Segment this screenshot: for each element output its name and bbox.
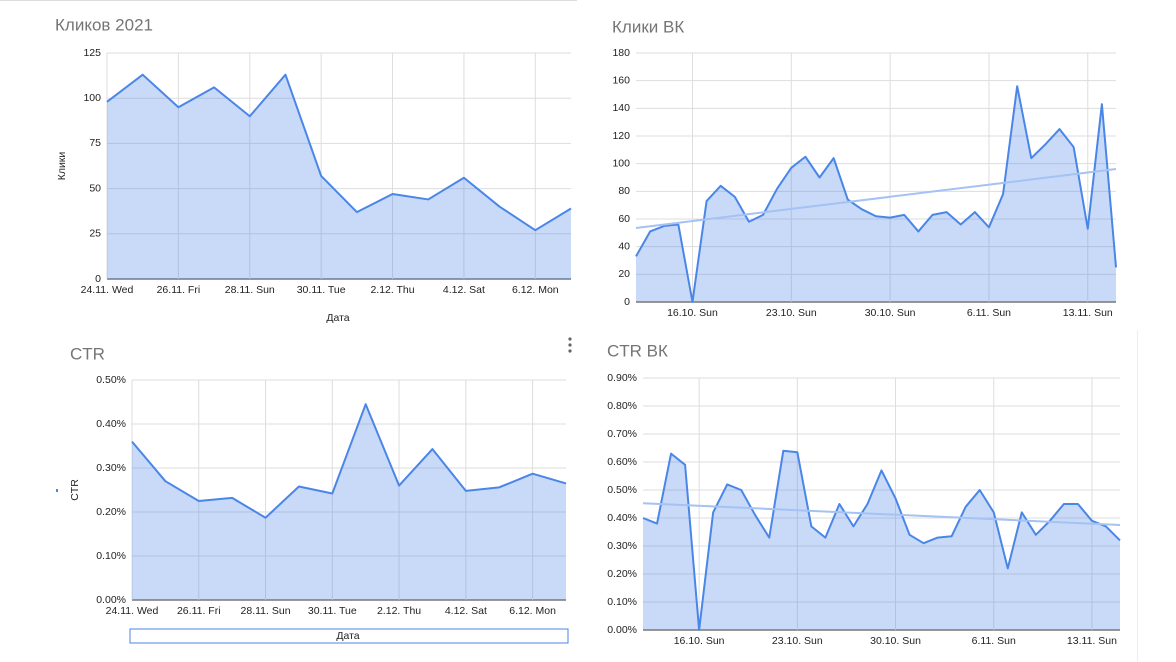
y-tick-label: 0.30% bbox=[607, 540, 637, 552]
y-tick-label: 0.40% bbox=[96, 418, 126, 430]
menu-dot bbox=[568, 337, 572, 341]
x-tick-label: 23.10. Sun bbox=[772, 635, 823, 647]
area-fill bbox=[636, 86, 1116, 302]
y-tick-label: 0.40% bbox=[607, 512, 637, 524]
y-tick-label: 120 bbox=[612, 130, 630, 142]
y-tick-label: 140 bbox=[612, 102, 630, 114]
x-tick-label: 16.10. Sun bbox=[674, 635, 725, 647]
x-tick-label: 23.10. Sun bbox=[766, 307, 817, 319]
y-tick-label: 50 bbox=[89, 182, 101, 194]
menu-dot bbox=[568, 343, 572, 347]
y-tick-label: 75 bbox=[89, 137, 101, 149]
line bbox=[642, 449, 1121, 631]
y-tick-label: 0.00% bbox=[607, 624, 637, 636]
area-fill bbox=[107, 74, 571, 279]
x-tick-label: 30.10. Sun bbox=[865, 307, 916, 319]
y-tick-label: 0.20% bbox=[96, 506, 126, 518]
menu-dot bbox=[568, 349, 572, 353]
y-tick-label: 0.00% bbox=[96, 594, 126, 606]
y-tick-label: 0.50% bbox=[607, 484, 637, 496]
line bbox=[131, 403, 567, 519]
x-tick-label: 26.11. Fri bbox=[177, 605, 221, 617]
x-tick-label: 2.12. Thu bbox=[370, 284, 414, 296]
x-tick-label: 24.11. Wed bbox=[106, 605, 159, 617]
x-tick-label: 6.12. Mon bbox=[509, 605, 556, 617]
x-tick-label: 6.12. Mon bbox=[512, 284, 559, 296]
y-tick-label: 160 bbox=[612, 74, 630, 86]
x-tick-label: 2.12. Thu bbox=[377, 605, 421, 617]
x-axis-title-box bbox=[129, 628, 569, 644]
line bbox=[635, 85, 1117, 303]
x-tick-label: 13.11. Sun bbox=[1067, 635, 1117, 647]
y-tick-label: 125 bbox=[83, 47, 101, 59]
y-tick-label: 0.10% bbox=[96, 550, 126, 562]
x-axis-title: Дата bbox=[326, 312, 349, 324]
area-fill bbox=[132, 404, 566, 600]
chart-title: Кликов 2021 bbox=[55, 15, 153, 34]
x-tick-label: 30.11. Tue bbox=[308, 605, 357, 617]
y-tick-label: 0.50% bbox=[96, 374, 126, 386]
menu-button[interactable] bbox=[568, 337, 572, 353]
chart-title: CTR ВК bbox=[607, 341, 668, 360]
y-tick-label: 180 bbox=[612, 47, 630, 59]
x-tick-label: 24.11. Wed bbox=[81, 284, 134, 296]
area-fill bbox=[643, 450, 1120, 630]
line bbox=[106, 73, 572, 232]
x-tick-label: 6.11. Sun bbox=[967, 307, 1011, 319]
chart-title: Клики ВК bbox=[612, 17, 684, 36]
y-axis-title: Клики bbox=[56, 152, 68, 181]
x-tick-label: 28.11. Sun bbox=[241, 605, 291, 617]
y-tick-label: 0 bbox=[95, 273, 101, 285]
y-tick-label: 80 bbox=[618, 185, 630, 197]
x-tick-label: 6.11. Sun bbox=[972, 635, 1016, 647]
y-tick-label: 0.80% bbox=[607, 400, 637, 412]
x-tick-label: 13.11. Sun bbox=[1063, 307, 1113, 319]
x-axis-title: Дата bbox=[336, 630, 359, 642]
y-tick-label: 100 bbox=[83, 92, 101, 104]
y-tick-label: 0 bbox=[624, 296, 630, 308]
x-tick-label: 4.12. Sat bbox=[443, 284, 485, 296]
x-tick-label: 26.11. Fri bbox=[157, 284, 201, 296]
y-tick-label: 0.90% bbox=[607, 372, 637, 384]
y-tick-label: 25 bbox=[89, 228, 101, 240]
y-tick-label: 60 bbox=[618, 213, 630, 225]
trendline bbox=[642, 502, 1121, 526]
y-tick-label: 0.10% bbox=[607, 596, 637, 608]
y-tick-label: 0.30% bbox=[96, 462, 126, 474]
y-tick-label: 0.20% bbox=[607, 568, 637, 580]
y-tick-label: 0.70% bbox=[607, 428, 637, 440]
x-tick-label: 4.12. Sat bbox=[445, 605, 487, 617]
x-tick-label: 28.11. Sun bbox=[225, 284, 275, 296]
trendline bbox=[635, 168, 1117, 229]
x-tick-label: 30.10. Sun bbox=[870, 635, 921, 647]
chart-title: CTR bbox=[70, 344, 105, 363]
y-tick-label: 20 bbox=[618, 268, 630, 280]
x-tick-label: 16.10. Sun bbox=[667, 307, 718, 319]
x-tick-label: 30.11. Tue bbox=[297, 284, 346, 296]
legend-marker bbox=[56, 489, 58, 492]
y-tick-label: 0.60% bbox=[607, 456, 637, 468]
y-tick-label: 40 bbox=[618, 240, 630, 252]
y-tick-label: 100 bbox=[612, 157, 630, 169]
y-axis-title: CTR bbox=[69, 479, 81, 501]
